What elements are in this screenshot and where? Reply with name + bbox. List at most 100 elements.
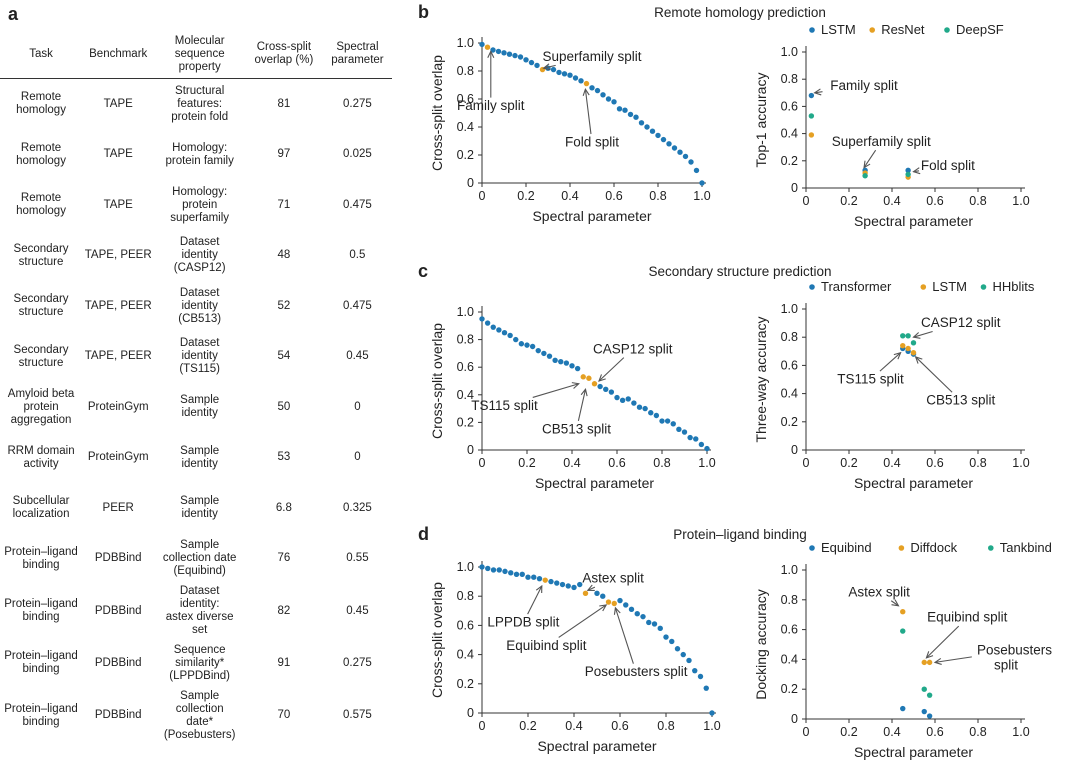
data-point <box>550 66 557 73</box>
data-point <box>636 404 643 410</box>
data-point <box>512 52 518 59</box>
table-cell: 0 <box>354 451 361 464</box>
chart-c-right: 0 0.2 0.4 0.6 0.8 1.0 0 0.2 0.4 0.6 0.8 1.0 Spectral… <box>753 279 1035 491</box>
table-cell: Dataset identity (TS115) <box>179 337 221 376</box>
x-axis-label: Spectral parameter <box>854 744 973 760</box>
table-cell: 0.55 <box>346 552 369 565</box>
data-point <box>495 48 502 55</box>
x-tick-label: 0.6 <box>608 456 625 470</box>
legend-marker <box>988 545 994 551</box>
data-point <box>653 412 660 419</box>
annotation-arrow <box>934 656 972 663</box>
data-point <box>605 599 612 605</box>
table-cell: TAPE <box>103 97 133 110</box>
annotation-label: Fold split <box>921 158 975 173</box>
data-point <box>666 141 672 147</box>
data-point <box>862 173 868 179</box>
data-point <box>926 713 933 719</box>
chart-d-right: 0 0.2 0.4 0.6 0.8 1.0 0 0.2 0.4 0.6 0.8 1.0 Spectral… <box>753 540 1052 760</box>
data-point <box>642 405 648 412</box>
table-cell: Sample identity <box>180 444 220 470</box>
x-tick-label: 0.2 <box>519 719 536 733</box>
table-cell: 52 <box>277 299 291 312</box>
table-row: Remote homology TAPE Homology: protein fam… <box>0 130 392 181</box>
data-point <box>628 606 635 613</box>
data-point <box>921 686 927 692</box>
x-tick-label: 0.4 <box>565 719 582 733</box>
legend-label: Tankbind <box>1000 540 1052 555</box>
y-tick-label: 0.6 <box>457 618 474 632</box>
y-tick-label: 1.0 <box>457 560 474 574</box>
data-point <box>542 577 548 583</box>
y-tick-label: 1.0 <box>781 563 798 577</box>
y-tick-label: 0.2 <box>457 677 474 691</box>
x-tick-label: 1.0 <box>703 719 720 733</box>
annotation-arrow <box>913 330 933 338</box>
table-cell: 53 <box>277 451 291 464</box>
x-tick-label: 0.8 <box>969 456 986 470</box>
annotation-arrowhead <box>914 356 923 364</box>
table-cell: TAPE <box>103 148 133 161</box>
data-point <box>605 96 612 102</box>
annotation-arrow <box>532 383 579 398</box>
x-tick-label: 0.8 <box>653 456 670 470</box>
data-point <box>513 336 519 343</box>
y-tick-label: 1.0 <box>457 305 474 319</box>
section-title-b: Remote homology prediction <box>654 5 826 20</box>
data-point <box>490 324 496 330</box>
x-tick-label: 0.2 <box>840 456 857 470</box>
table-cell: Sample collection date* (Posebusters) <box>163 689 236 741</box>
data-point <box>611 600 617 607</box>
legend-label: Diffdock <box>910 540 957 555</box>
annotation-arrow <box>926 625 960 659</box>
y-axis-label: Three-way accuracy <box>753 316 769 442</box>
table-row: Protein–ligand binding PDBBind Sample coll… <box>0 689 392 743</box>
table-cell: 97 <box>277 148 291 161</box>
annotation-label: Superfamily split <box>832 134 931 149</box>
data-point <box>479 316 485 322</box>
data-point <box>651 621 658 627</box>
data-point <box>546 353 553 359</box>
table-header-row: Task Benchmark Molecular sequence property… <box>0 30 392 79</box>
annotation-arrowhead <box>863 160 871 169</box>
data-point <box>484 44 491 50</box>
x-tick-label: 0.4 <box>563 456 580 470</box>
data-point <box>561 71 568 77</box>
annotation-label: LPPDB split <box>487 614 559 629</box>
table-row: Protein–ligand binding PDBBind Dataset ide… <box>0 584 392 638</box>
chart-d-left: 0 0.2 0.4 0.6 0.8 1.0 0 0.2 0.4 0.6 0.8 1.0 Spectral… <box>429 560 721 754</box>
y-tick-label: 0.4 <box>781 387 798 401</box>
table-cell: PDBBind <box>94 604 142 617</box>
table-cell: Sample collection date (Equibind) <box>162 539 237 578</box>
data-point <box>627 111 634 118</box>
annotation-label: TS115 split <box>471 398 538 413</box>
data-point <box>622 107 628 113</box>
y-tick-label: 0.2 <box>457 148 474 162</box>
data-point <box>688 159 694 165</box>
annotation-arrow <box>527 585 543 615</box>
data-point <box>676 426 682 432</box>
data-point <box>548 578 554 585</box>
table-cell: TAPE, PEER <box>84 249 152 262</box>
annotation-arrowhead <box>891 599 900 607</box>
legend-label: DeepSF <box>956 22 1004 37</box>
data-point <box>513 571 520 577</box>
data-point <box>501 330 508 336</box>
table-cell: 0 <box>354 400 361 413</box>
data-point <box>682 153 689 160</box>
panel-letter-b: b <box>418 2 429 22</box>
data-point <box>698 441 705 448</box>
data-point <box>692 667 698 674</box>
y-tick-label: 0 <box>791 181 798 195</box>
table-cell: Dataset identity: astex diverse set <box>165 585 234 636</box>
data-point <box>600 593 606 599</box>
table-row: Remote homology TAPE Homology: protein sup… <box>0 180 392 231</box>
data-point <box>541 350 547 357</box>
table-cell: Sequence similarity* (LPPDBind) <box>169 643 231 682</box>
table-cell: Amyloid beta protein aggregation <box>7 387 75 426</box>
data-point <box>646 619 652 626</box>
annotation-arrow <box>879 352 901 372</box>
x-tick-label: 1.0 <box>693 189 710 203</box>
data-point <box>660 136 667 143</box>
y-tick-label: 0.4 <box>457 388 474 402</box>
